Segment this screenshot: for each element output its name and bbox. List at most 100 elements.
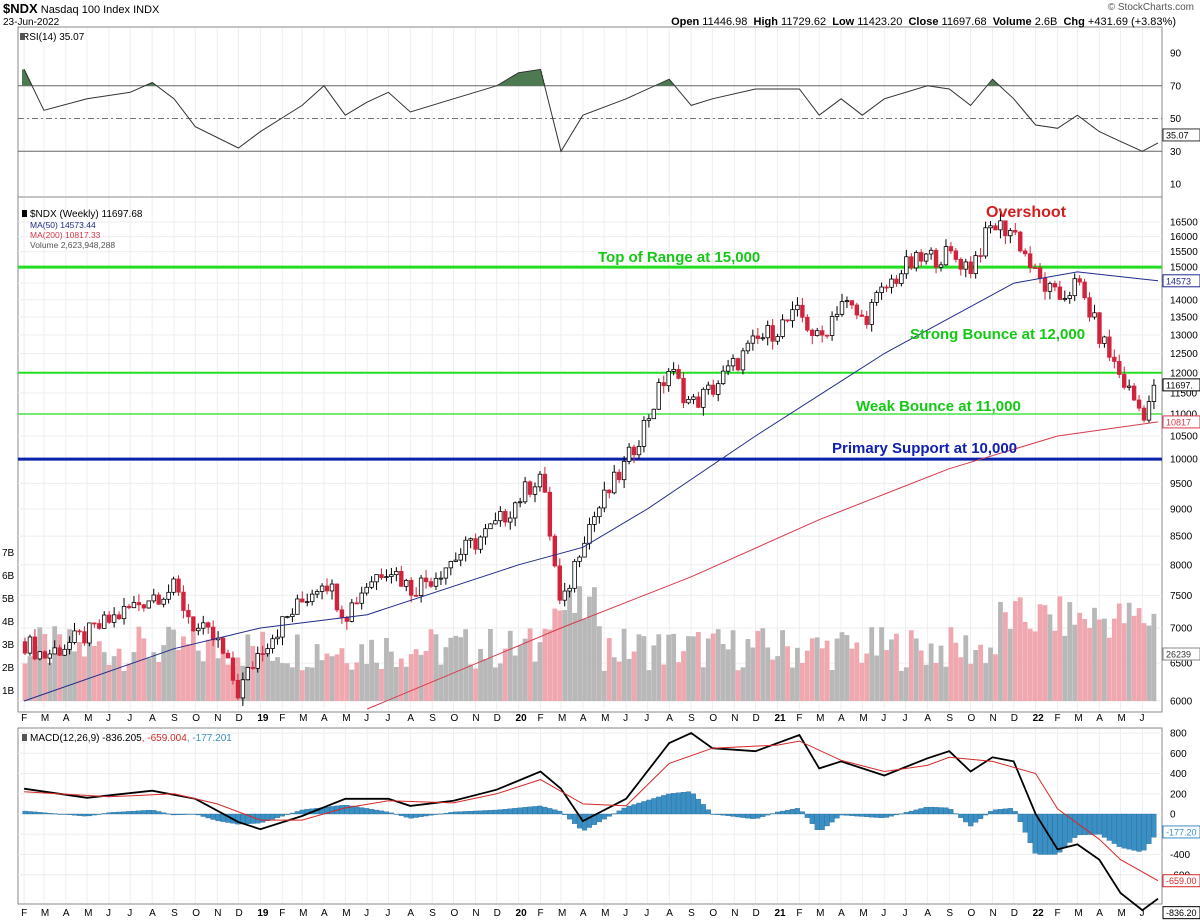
rsi-fill-slice <box>541 71 543 86</box>
rsi-fill-slice <box>537 69 539 86</box>
candle-body <box>874 292 879 303</box>
volume-bar <box>913 638 919 701</box>
x-tick-label: A <box>924 713 931 724</box>
volume-bar <box>270 660 275 701</box>
volume-bar <box>918 650 924 701</box>
candle-body <box>181 591 186 611</box>
rsi-tick-label: 90 <box>1170 49 1182 60</box>
rsi-fill-slice <box>148 84 150 86</box>
macd-legend-marker <box>22 734 27 741</box>
candle-body <box>62 648 67 656</box>
candle-body <box>923 253 929 262</box>
x-tick-label: S <box>946 908 953 919</box>
candle-body <box>938 264 944 268</box>
candle-body <box>1117 361 1122 375</box>
annotation-strong-bounce: Strong Bounce at 12,000 <box>910 326 1085 343</box>
x-tick-label: A <box>838 713 845 724</box>
volume-bar <box>725 649 731 701</box>
candle-body <box>607 489 612 494</box>
volume-bar <box>661 664 667 701</box>
volume-bar <box>988 647 993 701</box>
volume-bar <box>42 634 48 701</box>
volume-bar <box>894 633 899 701</box>
macd-hist-bar <box>874 813 880 818</box>
macd-hist-bar <box>918 808 924 815</box>
x-tick-label: N <box>989 908 996 919</box>
rsi-fill-slice <box>664 81 666 86</box>
x-tick-label: M <box>601 713 609 724</box>
ma50-line <box>23 271 1159 702</box>
volume-bar <box>928 643 934 701</box>
candle-body <box>1077 278 1082 283</box>
x-tick-label: N <box>472 908 479 919</box>
candle-body <box>72 630 77 643</box>
x-tick-label: F <box>1055 908 1061 919</box>
macd-hist-bar <box>859 813 865 817</box>
candle-body <box>309 593 315 603</box>
volume-bar <box>220 647 226 701</box>
candle-body <box>399 571 404 587</box>
candle-body <box>483 528 488 538</box>
macd-hist-bar <box>621 807 627 815</box>
candle-body <box>498 511 503 522</box>
macd-hist-bar <box>81 813 87 817</box>
candle-body <box>760 337 765 340</box>
volume-bar <box>785 646 790 701</box>
x-tick-label: 19 <box>257 713 269 724</box>
volume-bar <box>1087 627 1092 701</box>
rsi-fill-slice <box>517 73 519 86</box>
candle-body <box>409 579 414 596</box>
volume-bar <box>527 628 533 701</box>
x-tick-label: M <box>859 908 867 919</box>
macd-line <box>23 731 1159 912</box>
volume-bar <box>705 638 711 701</box>
volume-bar <box>171 629 176 701</box>
candle-body <box>612 471 617 494</box>
macd-hist-bar <box>928 806 934 815</box>
candle-body <box>468 538 473 541</box>
candle-body <box>1003 220 1008 237</box>
macd-hist-bar <box>710 813 716 815</box>
macd-hist-bar <box>1151 813 1157 838</box>
macd-hist-bar <box>963 813 969 823</box>
macd-hist-bar <box>606 813 612 817</box>
macd-hist-bar <box>1096 813 1103 835</box>
volume-bar <box>695 632 701 701</box>
candle-body <box>235 679 241 699</box>
macd-tick-label: 200 <box>1170 789 1187 800</box>
candle-body <box>557 565 562 601</box>
macd-hist-bar <box>799 811 805 815</box>
close-label: Close <box>908 16 939 28</box>
macd-hist-bar <box>745 813 751 819</box>
rsi-tick-label: 50 <box>1170 114 1182 125</box>
candle-body <box>364 586 369 594</box>
macd-hist-bar <box>492 809 498 815</box>
candle-body <box>230 657 236 681</box>
candle-body <box>904 256 909 275</box>
rsi-fill-slice <box>22 69 24 86</box>
candle-body <box>740 350 746 371</box>
macd-hist-bar <box>507 808 513 815</box>
volume-bar <box>923 664 929 701</box>
macd-hist-bar <box>794 808 800 815</box>
macd-tick-label: 600 <box>1170 749 1187 760</box>
candle-body <box>651 408 657 420</box>
rsi-fill-slice <box>539 69 541 86</box>
volume-bar <box>215 658 221 701</box>
macd-hist-bar <box>279 813 286 817</box>
x-tick-label: M <box>1118 713 1126 724</box>
volume-bar <box>839 632 845 701</box>
x-tick-label: O <box>968 713 976 724</box>
candle-body <box>973 255 978 275</box>
macd-hist-bar <box>344 804 350 815</box>
volume-bar <box>473 668 478 701</box>
candle-body <box>696 396 701 408</box>
rsi-fill-slice <box>658 84 660 86</box>
rsi-fill-slice <box>997 83 999 86</box>
volume-bar <box>681 651 686 701</box>
candle-body <box>527 481 533 495</box>
x-tick-label: M <box>84 713 92 724</box>
volume-bar <box>1126 602 1132 701</box>
volume-bar <box>963 635 969 701</box>
candle-body <box>339 609 345 618</box>
